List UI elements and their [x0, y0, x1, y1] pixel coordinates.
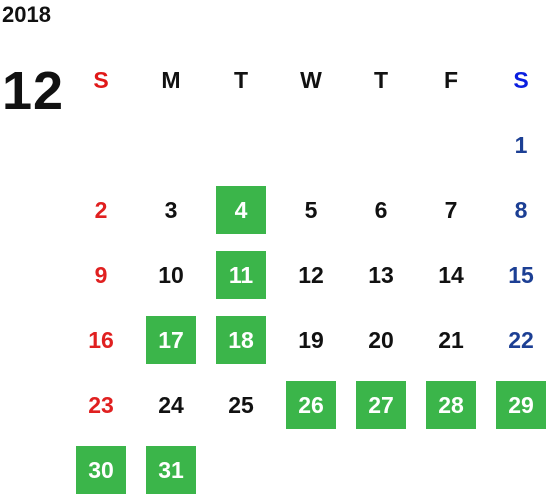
day[interactable]: 16	[88, 326, 114, 353]
weekday-header: F	[443, 66, 459, 93]
day[interactable]: 9	[94, 261, 108, 288]
day-highlighted[interactable]: 11	[216, 251, 266, 299]
weekday-header: W	[300, 66, 322, 93]
day-highlighted[interactable]: 26	[286, 381, 336, 429]
weekday-header: S	[513, 66, 529, 93]
day[interactable]: 19	[298, 326, 324, 353]
weekday-header: M	[161, 66, 181, 93]
day[interactable]: 8	[514, 196, 528, 223]
day-highlighted[interactable]: 18	[216, 316, 266, 364]
day[interactable]: 6	[374, 196, 388, 223]
day[interactable]: 15	[508, 261, 534, 288]
day[interactable]: 2	[94, 196, 108, 223]
day-highlighted[interactable]: 31	[146, 446, 196, 494]
day-highlighted[interactable]: 29	[496, 381, 546, 429]
year: 2018	[2, 2, 51, 27]
day[interactable]: 24	[158, 391, 184, 418]
day-highlighted[interactable]: 30	[76, 446, 126, 494]
day[interactable]: 14	[438, 261, 464, 288]
day[interactable]: 13	[368, 261, 394, 288]
day[interactable]: 7	[444, 196, 458, 223]
weekday-header: S	[93, 66, 109, 93]
day-highlighted[interactable]: 4	[216, 186, 266, 234]
weekday-header: T	[233, 66, 249, 93]
month: 12	[2, 61, 65, 121]
day[interactable]: 1	[514, 131, 528, 158]
day[interactable]: 10	[158, 261, 184, 288]
weekday-header: T	[373, 66, 389, 93]
day[interactable]: 12	[298, 261, 324, 288]
day[interactable]: 22	[508, 326, 534, 353]
day-highlighted[interactable]: 27	[356, 381, 406, 429]
day[interactable]: 25	[228, 391, 254, 418]
day[interactable]: 21	[438, 326, 464, 353]
day[interactable]: 3	[164, 196, 178, 223]
day[interactable]: 20	[368, 326, 394, 353]
day-highlighted[interactable]: 17	[146, 316, 196, 364]
day[interactable]: 5	[304, 196, 318, 223]
day-highlighted[interactable]: 28	[426, 381, 476, 429]
day[interactable]: 23	[88, 391, 114, 418]
